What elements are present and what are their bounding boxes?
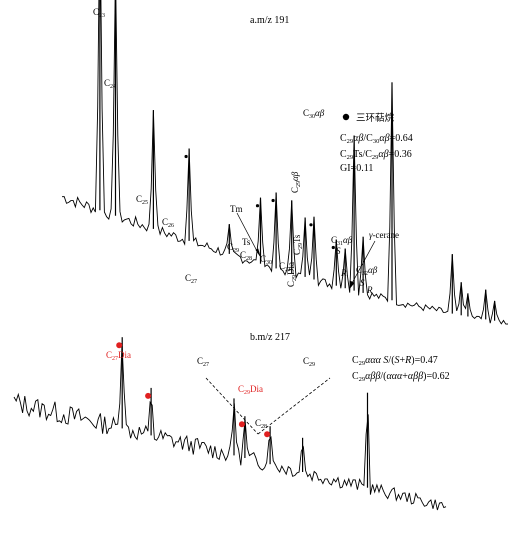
panel-a-mz191: a.m/z 191 C23 C24 C25 C26 C27 C28 C29 Ts… — [61, 0, 509, 325]
peak-label-c31-r: R — [340, 268, 347, 278]
peak-label-c32-r: R — [366, 285, 373, 295]
chromatogram-line — [61, 0, 509, 325]
tricyclic-terpane-marker-icon — [342, 113, 350, 121]
panel-b-ratios: C29ααα S/(S+R)=0.47 C29αββ/(ααα+αββ)=0.6… — [352, 355, 450, 383]
tricyclic-dot-icon — [271, 198, 275, 203]
peak-label-ts: Ts — [242, 237, 251, 247]
diasterane-dot-icon — [238, 421, 245, 428]
panel-b-peak-labels: C27Dia C27 C29Dia C28 C29 — [106, 350, 315, 430]
ratio-c29-c30: C29αβ/C30αβ=0.64 — [340, 133, 413, 145]
peak-label-c25: C25 — [136, 194, 148, 206]
panel-b-title-text: b.m/z 217 — [250, 332, 290, 343]
peak-label-c31-s: S — [336, 246, 341, 256]
tricyclic-dot-icon — [331, 245, 335, 250]
peak-label-c30: C30 — [260, 254, 272, 266]
peak-label-c32ab: C32αβ — [356, 265, 378, 277]
panel-b-mz217: b.m/z 217 C27Dia C27 C29Dia C28 C29 C29α… — [13, 332, 450, 511]
diasterane-dot-icon — [145, 392, 152, 399]
diasterane-dot-icon — [116, 342, 123, 349]
panel-a-title-text: a.m/z 191 — [250, 15, 289, 26]
peak-label-c23: C23 — [93, 7, 105, 19]
ratio-gi: GI=0.11 — [340, 163, 373, 174]
peak-label-c29ts: C29Ts — [292, 234, 304, 255]
peak-label-c29dia: C29Dia — [238, 384, 263, 396]
peak-label-b-c27: C27 — [197, 356, 209, 368]
legend-tricyclic-terpane: 三环萜烷 — [356, 112, 395, 124]
peak-label-b-c29: C29 — [303, 356, 315, 368]
peak-label-c32-s: S — [360, 278, 365, 288]
peak-label-c30ab: C30αβ — [303, 108, 325, 120]
peak-label-c27dia: C27Dia — [106, 350, 131, 362]
panel-a-leader-lines — [236, 212, 376, 289]
chromatogram-line — [13, 343, 447, 511]
peak-label-c31ab: C31αβ — [331, 235, 353, 247]
peak-label-gammacerane: γ-cerane — [369, 230, 399, 240]
ratio-c29ts: C29Ts/C29αβ=0.36 — [340, 149, 412, 161]
panel-a-ratios: C29αβ/C30αβ=0.64 C29Ts/C29αβ=0.36 GI=0.1… — [340, 133, 413, 174]
panel-a-legend: 三环萜烷 — [342, 112, 395, 124]
peak-label-tm: Tm — [230, 204, 243, 214]
peak-label-b-c28: C28 — [255, 418, 267, 430]
diasterane-dot-icon — [264, 431, 271, 438]
panel-b-guide-lines — [205, 377, 331, 435]
peak-label-c29ab: C29αβ — [290, 171, 302, 193]
panel-a-trace — [61, 0, 509, 325]
tricyclic-dot-icon — [255, 204, 260, 208]
panel-b-trace — [13, 337, 447, 511]
tricyclic-dot-icon — [309, 223, 313, 227]
peak-label-c26: C26 — [162, 217, 174, 229]
tricyclic-dot-icon — [184, 154, 188, 159]
panel-a-title: a.m/z 191 — [250, 15, 289, 26]
ratio-c29-s-sr: C29ααα S/(S+R)=0.47 — [352, 355, 438, 367]
peak-label-c27: C27 — [185, 273, 197, 285]
panel-b-title: b.m/z 217 — [250, 332, 290, 343]
ratio-c29-abb: C29αββ/(ααα+αββ)=0.62 — [352, 371, 450, 383]
